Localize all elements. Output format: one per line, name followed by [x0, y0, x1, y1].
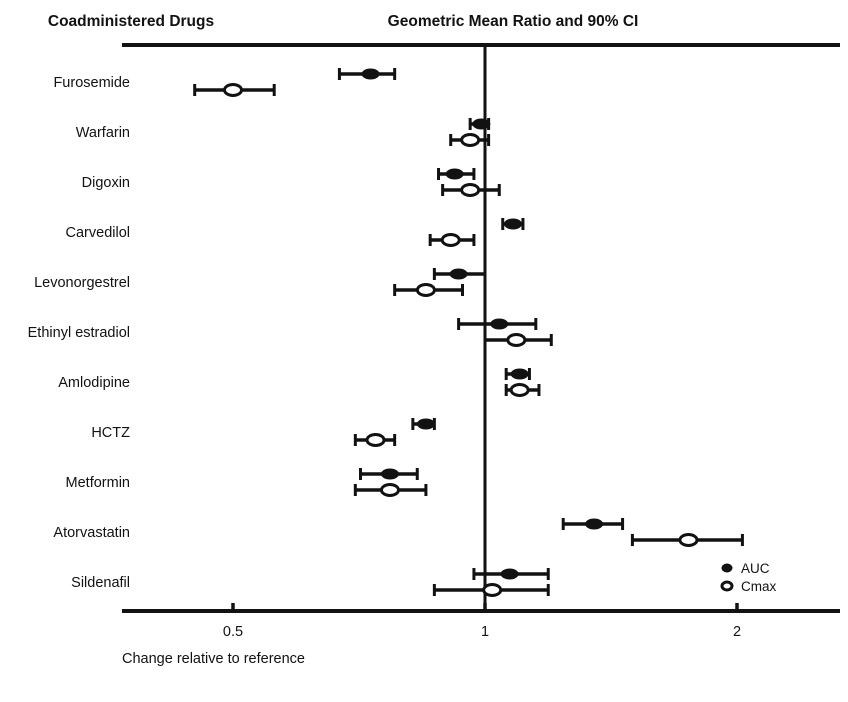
- legend-cmax-open-circle-icon: [720, 580, 734, 592]
- forest-row: Metformin: [66, 468, 428, 497]
- cmax-point-marker: [506, 333, 527, 347]
- drug-label: Metformin: [66, 475, 130, 491]
- cmax-point-marker: [460, 133, 481, 147]
- drug-label: Warfarin: [76, 125, 130, 141]
- forest-row: Warfarin: [76, 118, 491, 147]
- x-tick-label: 0.5: [223, 624, 243, 640]
- cmax-point-marker: [482, 583, 503, 597]
- forest-row: Amlodipine: [58, 368, 541, 397]
- legend-auc-label: AUC: [741, 561, 770, 576]
- auc-point-marker: [503, 218, 522, 230]
- drug-label: Carvedilol: [66, 225, 130, 241]
- cmax-point-marker: [460, 183, 481, 197]
- cmax-point-marker: [440, 233, 461, 247]
- cmax-point-marker: [379, 483, 400, 497]
- drug-label: Atorvastatin: [53, 525, 130, 541]
- auc-point-marker: [449, 268, 468, 280]
- column-title-drugs: Coadministered Drugs: [48, 13, 214, 30]
- drug-label: Amlodipine: [58, 375, 130, 391]
- forest-row: Digoxin: [82, 168, 501, 197]
- drug-label: HCTZ: [91, 425, 130, 441]
- x-axis-ticks: 0.5 1 2: [223, 603, 741, 640]
- auc-point-marker: [490, 318, 509, 330]
- auc-point-marker: [416, 418, 435, 430]
- drug-label: Digoxin: [82, 175, 130, 191]
- forest-row: Carvedilol: [66, 218, 525, 247]
- forest-row: HCTZ: [91, 418, 436, 447]
- auc-point-marker: [361, 68, 380, 80]
- legend: AUC Cmax: [720, 561, 777, 594]
- cmax-point-marker: [509, 383, 530, 397]
- forest-row: Sildenafil: [71, 568, 550, 597]
- auc-point-marker: [472, 118, 491, 130]
- x-axis-label: Change relative to reference: [122, 651, 305, 667]
- cmax-point-marker: [365, 433, 386, 447]
- forest-row: Levonorgestrel: [34, 268, 487, 297]
- auc-point-marker: [500, 568, 519, 580]
- cmax-point-marker: [223, 83, 243, 97]
- legend-cmax-label: Cmax: [741, 579, 777, 594]
- auc-point-marker: [510, 368, 529, 380]
- drug-label: Furosemide: [53, 75, 130, 91]
- forest-rows: Furosemide Warfarin Digoxin Carvedilol Levon…: [28, 68, 744, 597]
- legend-auc-filled-circle-icon: [721, 563, 733, 573]
- cmax-point-marker: [678, 533, 699, 547]
- auc-point-marker: [585, 518, 604, 530]
- drug-label: Levonorgestrel: [34, 275, 130, 291]
- cmax-point-marker: [415, 283, 436, 297]
- forest-row: Atorvastatin: [53, 518, 744, 547]
- drug-label: Ethinyl estradiol: [28, 325, 130, 341]
- auc-point-marker: [445, 168, 464, 180]
- auc-point-marker: [380, 468, 399, 480]
- x-tick-label: 2: [733, 624, 741, 640]
- plot-title-gmr: Geometric Mean Ratio and 90% CI: [388, 13, 639, 30]
- drug-label: Sildenafil: [71, 575, 130, 591]
- forest-row: Ethinyl estradiol: [28, 318, 553, 347]
- x-tick-label: 1: [481, 624, 489, 640]
- forest-row: Furosemide: [53, 68, 397, 97]
